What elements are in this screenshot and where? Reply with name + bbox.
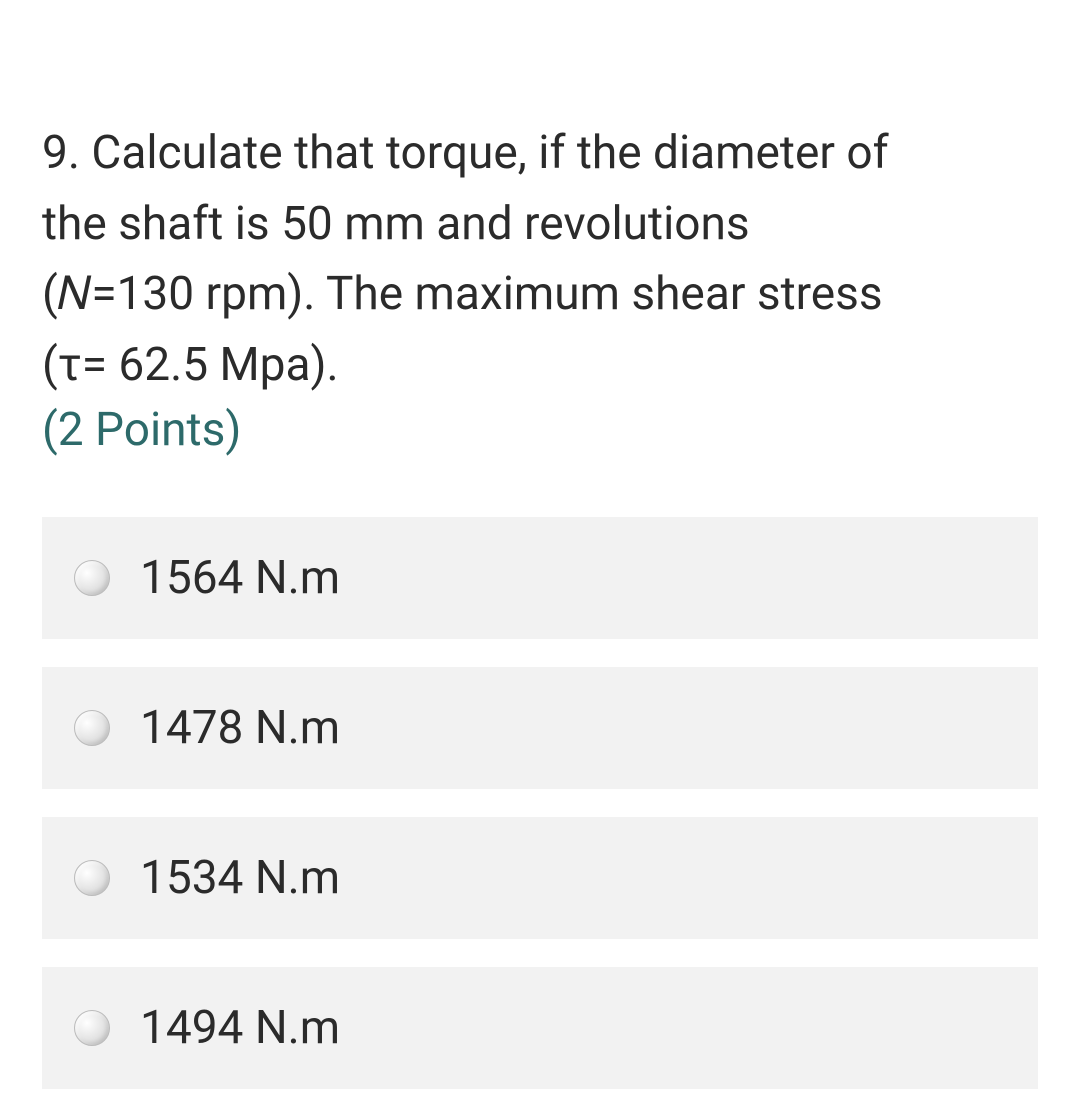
option-item[interactable]: 1564 N.m [42,517,1038,639]
option-item[interactable]: 1534 N.m [42,817,1038,939]
option-item[interactable]: 1494 N.m [42,967,1038,1089]
radio-icon[interactable] [74,1010,110,1046]
question-text-line1: 9. Calculate that torque, if the diamete… [42,120,1038,187]
options-list: 1564 N.m 1478 N.m 1534 N.m 1494 N.m [42,517,1038,1089]
option-label: 1564 N.m [140,551,340,605]
radio-icon[interactable] [74,860,110,896]
question-text-line2: the shaft is 50 mm and revolutions [42,191,1038,258]
question-container: 9. Calculate that torque, if the diamete… [42,120,1038,1089]
question-text-line4: (τ= 62.5 Mpa). [42,332,1038,399]
option-item[interactable]: 1478 N.m [42,667,1038,789]
radio-icon[interactable] [74,560,110,596]
points-label: (2 Points) [42,403,1038,457]
question-text-line3: (𝑁=130 rpm). The maximum shear stress [42,261,1038,328]
option-label: 1478 N.m [140,701,340,755]
option-label: 1534 N.m [140,851,340,905]
radio-icon[interactable] [74,710,110,746]
option-label: 1494 N.m [140,1001,340,1055]
